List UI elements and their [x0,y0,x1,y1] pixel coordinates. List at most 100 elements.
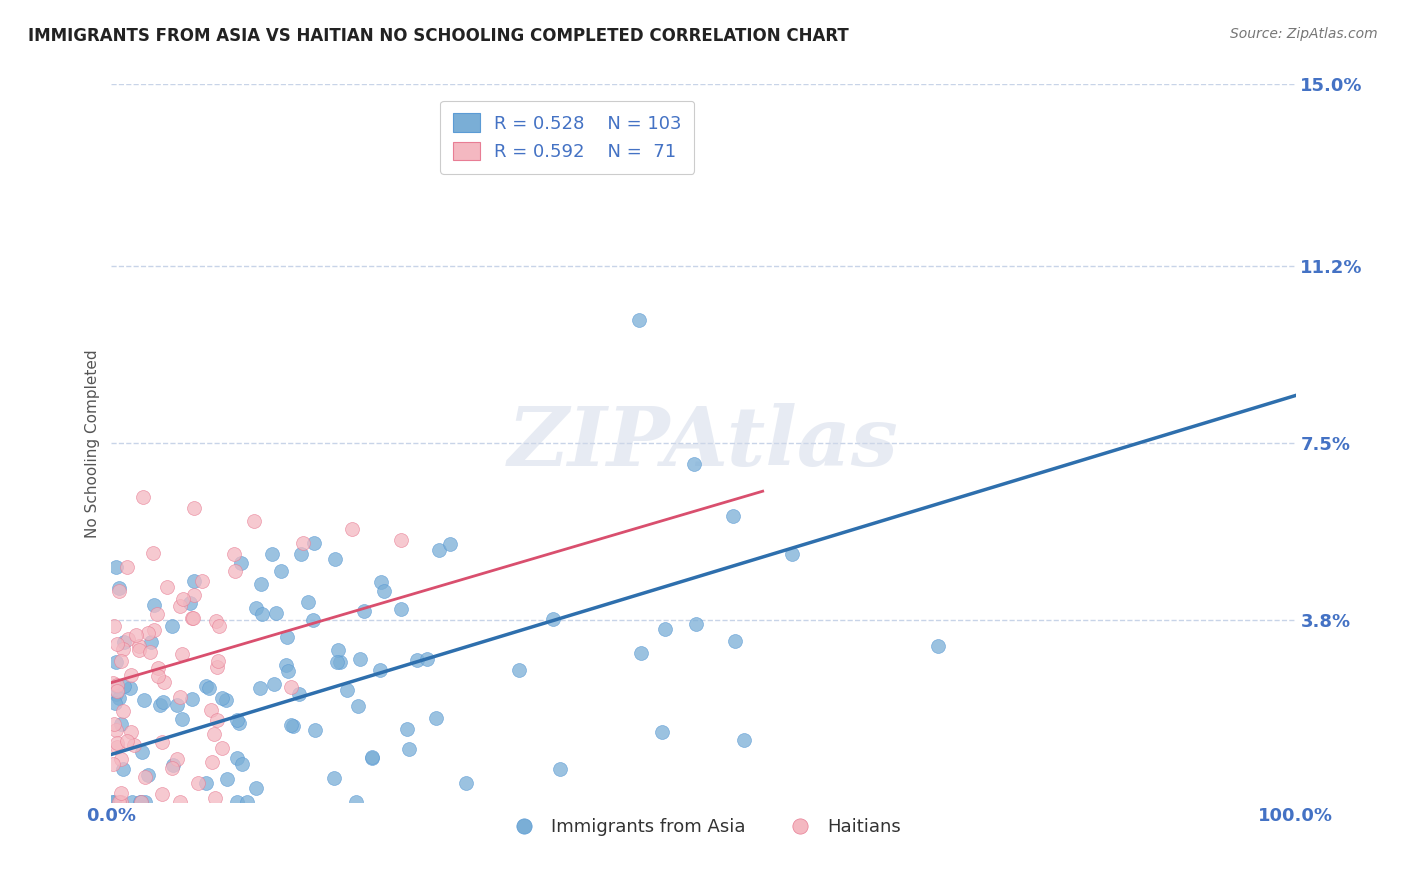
Point [134,795,156,809]
Point [129,795,152,809]
Point [169,795,191,809]
Point [108,690,131,705]
Point [249,681,271,695]
Point [228,716,250,731]
Point [291,536,314,550]
Point [143,623,166,637]
Point [183,574,205,588]
Point [105,687,128,701]
Point [131,746,153,760]
Point [169,690,191,705]
Point [142,546,165,560]
Point [125,628,148,642]
Point [277,664,299,678]
Point [202,727,225,741]
Point [263,677,285,691]
Point [215,693,238,707]
Point [243,514,266,528]
Point [120,725,142,739]
Point [101,795,124,809]
Point [105,683,128,698]
Point [353,604,375,618]
Point [181,692,204,706]
Point [162,761,184,775]
Point [139,644,162,658]
Point [398,741,420,756]
Point [115,559,138,574]
Point [152,695,174,709]
Point [225,795,247,809]
Point [110,795,132,809]
Point [224,564,246,578]
Point [141,635,163,649]
Point [245,781,267,796]
Point [101,676,124,690]
Point [416,652,439,666]
Point [201,755,224,769]
Point [211,741,233,756]
Point [115,733,138,747]
Point [114,679,136,693]
Point [262,547,284,561]
Point [205,660,228,674]
Point [128,639,150,653]
Point [211,690,233,705]
Point [389,533,412,547]
Point [207,654,229,668]
Point [195,679,218,693]
Point [225,713,247,727]
Text: ZIPAtlas: ZIPAtlas [508,403,898,483]
Point [108,584,131,599]
Point [427,543,450,558]
Point [630,646,652,660]
Point [439,537,461,551]
Point [108,582,131,596]
Point [389,602,412,616]
Point [170,712,193,726]
Point [136,626,159,640]
Point [349,652,371,666]
Point [205,714,228,728]
Point [425,711,447,725]
Y-axis label: No Schooling Completed: No Schooling Completed [86,349,100,538]
Point [104,560,127,574]
Point [780,547,803,561]
Point [733,733,755,747]
Point [105,679,128,693]
Point [110,752,132,766]
Point [122,738,145,752]
Point [156,580,179,594]
Point [101,756,124,771]
Point [326,655,349,669]
Point [105,736,128,750]
Point [128,643,150,657]
Point [132,693,155,707]
Point [103,717,125,731]
Point [183,501,205,516]
Point [204,790,226,805]
Point [456,776,478,790]
Point [340,522,363,536]
Point [198,681,221,696]
Point [143,598,166,612]
Point [302,613,325,627]
Point [103,795,125,809]
Point [200,703,222,717]
Point [104,656,127,670]
Point [373,584,395,599]
Point [112,704,135,718]
Point [152,735,174,749]
Point [287,687,309,701]
Point [724,633,747,648]
Point [150,787,173,801]
Point [146,661,169,675]
Point [370,663,392,677]
Point [323,771,346,785]
Point [250,607,273,621]
Point [224,547,246,561]
Point [654,622,676,636]
Point [302,535,325,549]
Point [170,647,193,661]
Point [172,592,194,607]
Point [264,606,287,620]
